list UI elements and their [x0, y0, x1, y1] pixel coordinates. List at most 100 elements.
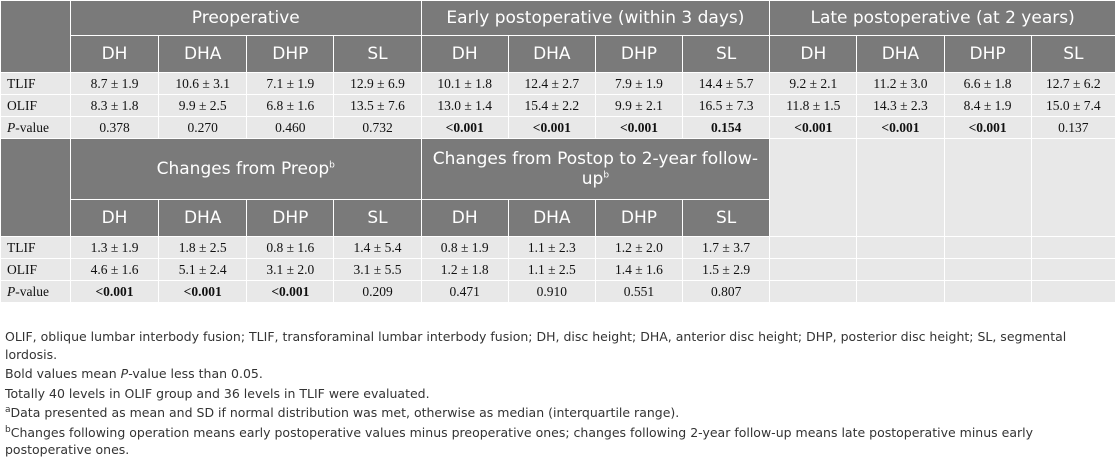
column-header: DHA — [158, 199, 248, 237]
column-header: SL — [1030, 35, 1116, 73]
data-cell: 9.9 ± 2.1 — [594, 94, 684, 117]
data-cell: 0.807 — [682, 280, 771, 303]
column-header: DHA — [507, 35, 596, 73]
data-cell: 8.3 ± 1.8 — [69, 94, 160, 117]
table-row: TLIF 8.7 ± 1.9 10.6 ± 3.1 7.1 ± 1.9 12.9… — [0, 72, 1116, 95]
empty-cell — [943, 258, 1032, 281]
table-footnotes: OLIF, oblique lumbar interbody fusion; T… — [5, 328, 1111, 461]
empty-cell — [943, 138, 1032, 237]
empty-cell — [769, 138, 858, 237]
column-header: DHP — [594, 199, 684, 237]
data-cell: 14.4 ± 5.7 — [682, 72, 771, 95]
data-cell: 0.732 — [333, 116, 422, 139]
empty-cell — [943, 280, 1032, 303]
empty-cell — [1030, 138, 1116, 237]
footnote-abbreviations: OLIF, oblique lumbar interbody fusion; T… — [5, 329, 1067, 362]
data-cell: 0.8 ± 1.6 — [246, 236, 335, 259]
data-cell: 12.9 ± 6.9 — [333, 72, 422, 95]
data-cell: 0.209 — [333, 280, 422, 303]
data-cell: 0.471 — [420, 280, 509, 303]
group-header-late-postoperative: Late postoperative (at 2 years) — [769, 0, 1116, 36]
column-header: DHA — [507, 199, 596, 237]
data-cell: 1.5 ± 2.9 — [682, 258, 771, 281]
row-label: TLIF — [0, 72, 71, 95]
column-header: DH — [69, 35, 160, 73]
data-cell: 1.4 ± 1.6 — [594, 258, 684, 281]
footnote-bold: Bold values mean P-value less than 0.05. — [5, 366, 263, 381]
empty-cell — [856, 258, 945, 281]
column-header: DH — [769, 35, 858, 73]
data-cell: 5.1 ± 2.4 — [158, 258, 248, 281]
table-row: OLIF 4.6 ± 1.6 5.1 ± 2.4 3.1 ± 2.0 3.1 ±… — [0, 258, 1116, 281]
data-cell: 13.0 ± 1.4 — [420, 94, 509, 117]
row-label: TLIF — [0, 236, 71, 259]
column-header: SL — [333, 35, 422, 73]
column-header: DHP — [943, 35, 1032, 73]
data-cell: 1.2 ± 2.0 — [594, 236, 684, 259]
corner-cell — [0, 0, 71, 73]
group-header-row-2: Changes from Preopb Changes from Postop … — [0, 138, 1116, 237]
data-cell: 15.0 ± 7.4 — [1030, 94, 1116, 117]
data-cell: <0.001 — [856, 116, 945, 139]
row-label: P-value — [0, 116, 71, 139]
data-cell: 12.7 ± 6.2 — [1030, 72, 1116, 95]
data-cell: 11.8 ± 1.5 — [769, 94, 858, 117]
empty-cell — [769, 258, 858, 281]
data-cell: 0.378 — [69, 116, 160, 139]
row-label: OLIF — [0, 258, 71, 281]
subheader-row-2: DH DHA DHP SL DH DHA DHP SL — [1, 199, 1116, 237]
data-cell: 0.460 — [246, 116, 335, 139]
data-cell: 7.9 ± 1.9 — [594, 72, 684, 95]
column-header: SL — [682, 35, 771, 73]
row-label: P-value — [0, 280, 71, 303]
data-cell: 9.9 ± 2.5 — [158, 94, 248, 117]
data-cell: 11.2 ± 3.0 — [856, 72, 945, 95]
data-cell: 6.8 ± 1.6 — [246, 94, 335, 117]
data-cell: 8.4 ± 1.9 — [943, 94, 1032, 117]
data-cell: 12.4 ± 2.7 — [507, 72, 596, 95]
column-header: DHP — [246, 199, 335, 237]
p-italic: P — [7, 283, 16, 299]
results-table: Preoperative Early postoperative (within… — [0, 0, 1116, 303]
data-cell: 10.1 ± 1.8 — [420, 72, 509, 95]
data-cell: 15.4 ± 2.2 — [507, 94, 596, 117]
data-cell: 10.6 ± 3.1 — [158, 72, 248, 95]
data-cell: 16.5 ± 7.3 — [682, 94, 771, 117]
data-cell: 1.8 ± 2.5 — [158, 236, 248, 259]
group-header-row: Preoperative Early postoperative (within… — [0, 0, 1116, 73]
data-cell: 1.2 ± 1.8 — [420, 258, 509, 281]
column-header: DH — [420, 35, 509, 73]
group-header-changes-postop: Changes from Postop to 2-year follow-upb — [420, 138, 771, 200]
column-header: DHA — [856, 35, 945, 73]
data-cell: 8.7 ± 1.9 — [69, 72, 160, 95]
data-cell: 1.1 ± 2.3 — [507, 236, 596, 259]
subheader-row: DH DHA DHP SL DH DHA DHP SL DH DHA DHP S… — [1, 35, 1116, 73]
data-cell: <0.001 — [420, 116, 509, 139]
column-header: SL — [682, 199, 771, 237]
column-header: DHP — [246, 35, 335, 73]
empty-cell — [943, 236, 1032, 259]
data-cell: 0.154 — [682, 116, 771, 139]
column-header: DH — [69, 199, 160, 237]
table-row-p-value: P-value 0.378 0.270 0.460 0.732 <0.001 <… — [0, 116, 1116, 139]
footnote-levels: Totally 40 levels in OLIF group and 36 l… — [5, 385, 430, 401]
empty-cell — [856, 236, 945, 259]
table-row-p-value: P-value <0.001 <0.001 <0.001 0.209 0.471… — [0, 280, 1116, 303]
empty-cell — [1030, 280, 1116, 303]
data-cell: <0.001 — [769, 116, 858, 139]
p-label-rest: -value — [15, 283, 49, 299]
footnote-a: aData presented as mean and SD if normal… — [5, 404, 680, 420]
data-cell: 0.270 — [158, 116, 248, 139]
data-cell: 0.137 — [1030, 116, 1116, 139]
data-cell: 9.2 ± 2.1 — [769, 72, 858, 95]
data-cell: <0.001 — [594, 116, 684, 139]
corner-cell — [0, 138, 71, 237]
group-header-early-postoperative: Early postoperative (within 3 days) — [420, 0, 771, 36]
footnote-b: bChanges following operation means early… — [5, 424, 1033, 458]
p-italic: P — [7, 119, 16, 135]
data-cell: 1.7 ± 3.7 — [682, 236, 771, 259]
data-cell: 0.910 — [507, 280, 596, 303]
data-cell: <0.001 — [158, 280, 248, 303]
data-cell: 7.1 ± 1.9 — [246, 72, 335, 95]
column-header: DH — [420, 199, 509, 237]
